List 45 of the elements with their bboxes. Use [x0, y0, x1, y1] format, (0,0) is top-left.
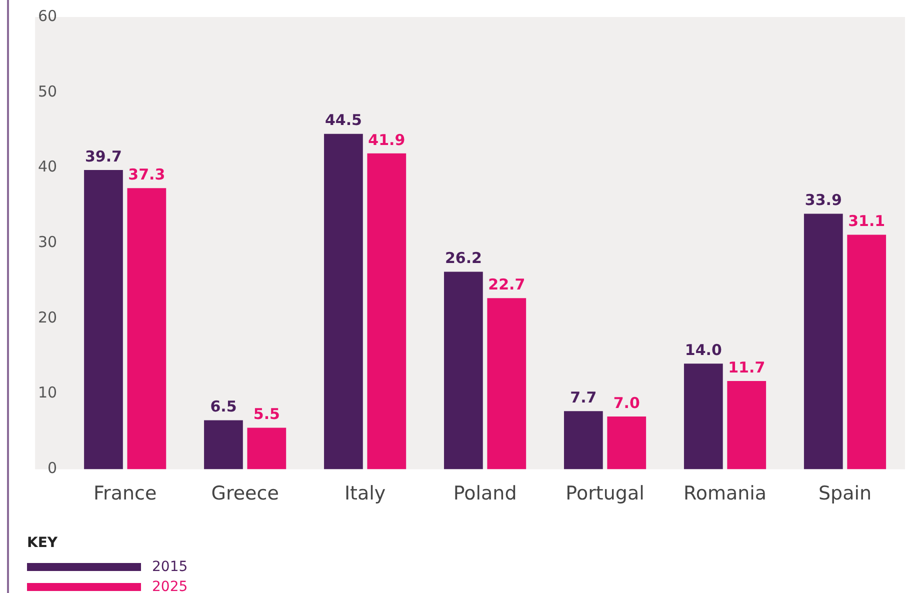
x-tick-label: Portugal — [566, 482, 644, 505]
data-label: 44.5 — [324, 111, 362, 130]
bar — [727, 381, 766, 470]
data-label: 26.2 — [444, 249, 482, 268]
bar — [684, 364, 723, 470]
bar — [84, 170, 123, 470]
y-tick-label: 30 — [38, 232, 58, 251]
bar — [847, 234, 886, 470]
data-label: 5.5 — [253, 405, 280, 424]
bar — [804, 214, 843, 470]
data-label: 11.7 — [728, 358, 766, 376]
bar — [204, 420, 243, 470]
y-tick-label: 0 — [48, 459, 58, 478]
data-label: 7.0 — [613, 394, 640, 412]
data-label: 37.3 — [128, 165, 166, 184]
x-tick-label: France — [93, 482, 157, 505]
bar — [564, 411, 603, 470]
bar — [444, 272, 483, 470]
x-tick-label: Poland — [453, 482, 517, 505]
text: 2015 — [152, 559, 188, 575]
x-tick-label: Greece — [211, 482, 279, 505]
bar — [487, 298, 526, 470]
data-label: 39.7 — [84, 147, 122, 166]
bar — [367, 153, 406, 470]
data-label: 22.7 — [488, 276, 526, 294]
y-tick-label: 10 — [38, 384, 58, 402]
data-label: 6.5 — [210, 398, 237, 416]
data-label: 33.9 — [804, 191, 842, 210]
x-tick-label: Spain — [818, 482, 872, 505]
data-label: 31.1 — [848, 212, 886, 230]
bar — [127, 188, 166, 470]
text: 2025 — [152, 579, 188, 593]
y-tick-label: 20 — [38, 308, 58, 326]
legend-title: KEY — [27, 535, 59, 551]
data-label: 7.7 — [570, 388, 597, 407]
bar — [324, 134, 363, 470]
x-tick-label: Romania — [683, 482, 767, 505]
bar — [607, 416, 646, 470]
bar — [247, 428, 286, 470]
y-tick-label: 40 — [38, 158, 58, 176]
data-label: 14.0 — [684, 341, 722, 360]
y-tick-label: 60 — [38, 6, 58, 25]
data-label: 41.9 — [368, 130, 406, 149]
x-tick-label: Italy — [344, 482, 386, 505]
y-tick-label: 50 — [38, 82, 58, 100]
